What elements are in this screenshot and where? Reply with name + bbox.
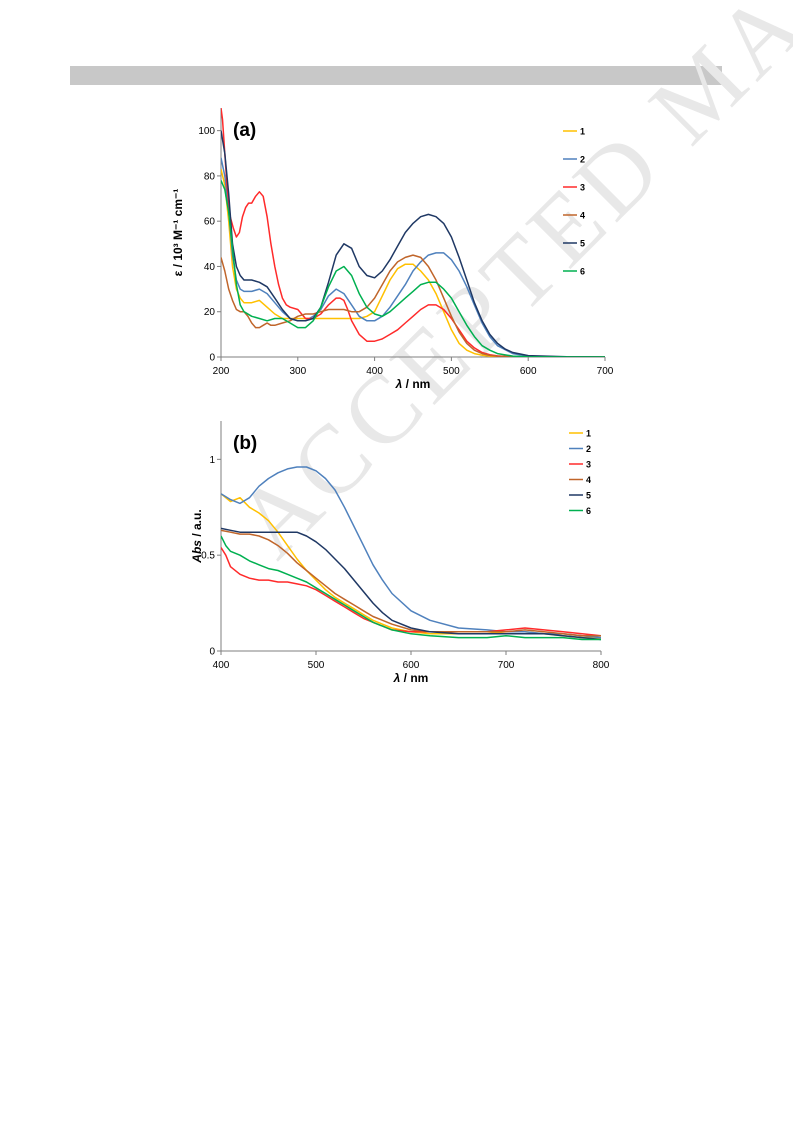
chart-b-y-axis-label-unit: / a.u. (190, 509, 204, 540)
chart-b-series-3-line (221, 547, 601, 637)
chart-a-x-tick-label: 500 (443, 366, 460, 377)
chart-b-x-tick-label: 600 (403, 660, 420, 671)
chart-a-series-2-line (221, 157, 605, 357)
chart-b-y-tick-label: 0 (209, 647, 215, 658)
chart-a-x-tick-label: 300 (289, 366, 306, 377)
chart-b-series-5-line (221, 527, 601, 641)
chart-a-legend-label-4: 4 (580, 211, 585, 221)
chart-b-series-2-line (221, 466, 601, 639)
chart-b-legend-label-3: 3 (586, 460, 591, 470)
chart-b-x-tick-label: 800 (593, 660, 610, 671)
chart-a-y-tick-label: 0 (209, 353, 215, 364)
chart-a-x-tick-label: 200 (213, 366, 230, 377)
chart-b-series-1-line (221, 493, 601, 639)
chart-a-series-1-line (221, 168, 605, 357)
chart-a-y-tick-label: 40 (204, 262, 216, 273)
chart-b-y-tick-label: 0.5 (201, 551, 215, 562)
chart-b-x-axis-label-unit: / nm (400, 671, 428, 685)
chart-b-x-tick-label: 700 (498, 660, 515, 671)
chart-a-series-3-line (221, 108, 605, 357)
chart-b-legend-label-4: 4 (586, 475, 591, 485)
chart-b-y-axis-label-symbol: Abs (190, 540, 204, 564)
chart-a-x-axis-label-symbol: λ (395, 377, 403, 391)
chart-b-legend-label-1: 1 (586, 429, 591, 439)
chart-a-x-axis-label-unit: / nm (402, 377, 430, 391)
chart-b: 400 500 600 700 800 0 0.5 1 (b) λ / nm Abs / a.u. 1… (190, 421, 610, 685)
chart-a-y-tick-label: 60 (204, 217, 216, 228)
chart-b-y-tick-label: 1 (209, 455, 215, 466)
chart-b-panel-label: (b) (233, 433, 257, 454)
chart-a-plot-area (221, 108, 605, 357)
chart-a-y-tick-label: 80 (204, 171, 216, 182)
chart-b-x-tick-label: 400 (213, 660, 230, 671)
chart-a-x-tick-label: 700 (597, 366, 614, 377)
chart-a-series-6-line (221, 180, 605, 357)
chart-a-y-axis-label: ε / 10³ M⁻¹ cm⁻¹ (171, 189, 185, 277)
chart-a-series-5-line (221, 130, 605, 357)
chart-a-legend-label-5: 5 (580, 239, 585, 249)
chart-a-x-tick-label: 400 (366, 366, 383, 377)
chart-a-series-4-line (221, 254, 605, 357)
chart-b-y-axis-label: Abs / a.u. (190, 509, 204, 563)
chart-b-plot-area (221, 466, 601, 641)
chart-a-legend-label-2: 2 (580, 155, 585, 165)
chart-a-x-tick-label: 600 (520, 366, 537, 377)
chart-b-series-4-line (221, 529, 601, 637)
chart-b-legend-label-2: 2 (586, 444, 591, 454)
chart-b-x-tick-label: 500 (308, 660, 325, 671)
chart-a-x-axis-label: λ / nm (395, 377, 431, 391)
chart-b-x-axis-label: λ / nm (393, 671, 429, 685)
chart-b-series-6-line (221, 535, 601, 641)
chart-a-panel-label: (a) (233, 120, 256, 141)
page-header-bar (70, 66, 722, 85)
chart-a: 200 300 400 500 600 700 0 20 40 60 80 100 (a) λ / nm ε… (171, 108, 614, 391)
chart-a-legend-label-6: 6 (580, 267, 585, 277)
chart-a-legend-label-3: 3 (580, 183, 585, 193)
chart-b-x-axis-label-symbol: λ (393, 671, 401, 685)
chart-b-legend-label-6: 6 (586, 506, 591, 516)
chart-a-legend-label-1: 1 (580, 127, 585, 137)
chart-a-y-tick-label: 100 (198, 126, 215, 137)
chart-b-legend-label-5: 5 (586, 491, 591, 501)
chart-a-y-tick-label: 20 (204, 307, 216, 318)
